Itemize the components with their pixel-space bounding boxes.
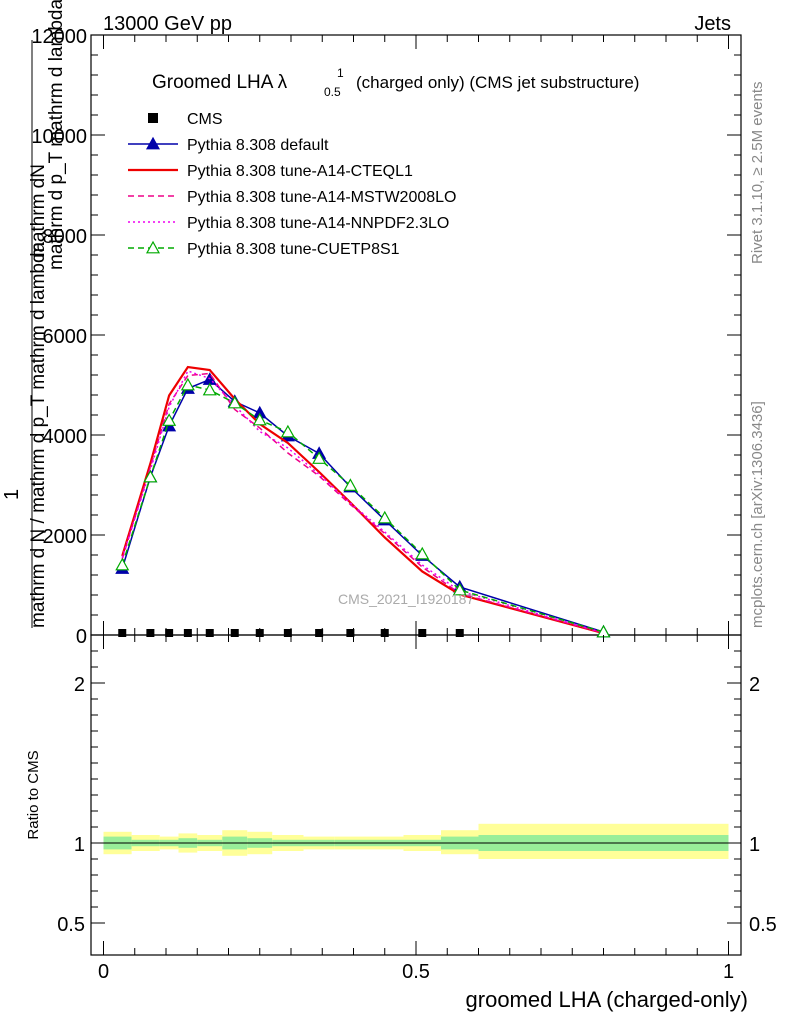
main-title: Groomed LHA λ 1 0.5 (charged only) (CMS … (152, 66, 639, 99)
y-tick-label: 6000 (43, 326, 88, 348)
main-series (115, 365, 611, 638)
cms-point (183, 629, 192, 637)
main-axis-ticks: 0 2000 4000 6000 8000 10000 12000 (31, 26, 741, 648)
header-right: Jets (694, 13, 731, 35)
y-tick-label: 10000 (31, 126, 87, 148)
legend-label: Pythia 8.308 tune-A14-CTEQL1 (187, 163, 413, 180)
series-line (121, 370, 604, 634)
legend-marker (148, 113, 158, 123)
cms-point (146, 629, 155, 637)
cms-point (315, 629, 324, 637)
x-tick-label: 0 (98, 961, 109, 983)
legend-label: CMS (187, 111, 223, 128)
y-tick-label: 12000 (31, 26, 87, 48)
svg-text:1: 1 (337, 66, 344, 80)
series-marker (343, 478, 358, 491)
legend-label: Pythia 8.308 tune-A14-MSTW2008LO (187, 189, 456, 206)
series-marker (280, 424, 295, 438)
svg-text:0.5: 0.5 (324, 85, 341, 99)
mcplots-label: mcplots.cern.ch [arXiv:1306.3436] (749, 401, 766, 628)
legend: CMS Pythia 8.308 default Pythia 8.308 tune… (128, 111, 456, 258)
watermark: CMS_2021_I1920187 (338, 591, 474, 607)
legend-label: Pythia 8.308 tune-A14-NNPDF2.3LO (187, 215, 449, 232)
cms-point (255, 629, 264, 637)
series-marker (180, 377, 195, 391)
x-tick-label: 0.5 (402, 961, 430, 983)
svg-text:1: 1 (1, 489, 23, 500)
cms-point (455, 629, 464, 637)
legend-marker (145, 240, 161, 254)
ratio-y-tick-label-right: 0.5 (749, 914, 777, 936)
cms-point (205, 629, 214, 637)
ratio-y-tick-label-right: 1 (749, 834, 760, 856)
series-marker (202, 382, 217, 396)
cms-point (346, 629, 355, 637)
series-line (121, 365, 604, 635)
header-left: 13000 GeV pp (103, 13, 232, 35)
cms-point (283, 629, 292, 637)
cms-point (380, 629, 389, 637)
cms-point (418, 629, 427, 637)
svg-text:mathrm dN: mathrm dN (28, 164, 49, 258)
svg-text:mathrm d N / mathrm d p_T math: mathrm d N / mathrm d p_T mathrm d lambd… (28, 241, 49, 628)
ratio-y-tick-label: 2 (74, 674, 85, 696)
series-marker (227, 395, 242, 409)
ratio-y-tick-label: 1 (74, 834, 85, 856)
series-marker (312, 451, 327, 464)
y-tick-label: 4000 (43, 426, 88, 448)
ratio-y-tick-label-right: 2 (749, 674, 760, 696)
legend-label: Pythia 8.308 tune-CUETP8S1 (187, 241, 400, 258)
svg-text:Groomed LHA λ: Groomed LHA λ (152, 72, 288, 93)
series-marker (452, 582, 467, 596)
y-tick-label: 0 (76, 626, 87, 648)
cms-point (118, 629, 127, 637)
ratio-axis-ticks: 0.5 0.5 1 1 2 2 0 0.5 1 (57, 635, 777, 983)
ratio-frame (90, 634, 742, 956)
cms-points (118, 629, 464, 637)
series-marker (252, 412, 267, 426)
rivet-label: Rivet 3.1.10, ≥ 2.5M events (749, 82, 766, 265)
y-tick-label: 2000 (43, 526, 88, 548)
svg-text:mathrm d p_T mathrm d lambda: mathrm d p_T mathrm d lambda (46, 0, 67, 270)
x-tick-label: 1 (723, 961, 734, 983)
svg-text:(charged only) (CMS jet substr: (charged only) (CMS jet substructure) (356, 73, 639, 92)
cms-point (230, 629, 239, 637)
ratio-y-tick-label: 0.5 (57, 914, 85, 936)
ratio-ylabel: Ratio to CMS (25, 750, 42, 839)
series-marker (415, 546, 430, 560)
series-marker (115, 557, 130, 571)
ratio-bands (103, 823, 729, 859)
series-marker (377, 510, 392, 524)
series-marker (162, 413, 177, 426)
legend-label: Pythia 8.308 default (187, 137, 329, 154)
main-ylabel: mathrm dN mathrm d p_T mathrm d lambda 1… (1, 0, 67, 628)
series-marker (143, 469, 158, 483)
y-tick-label: 8000 (43, 226, 88, 248)
cms-point (165, 629, 174, 637)
xlabel: groomed LHA (charged-only) (466, 987, 748, 1012)
legend-marker (145, 136, 161, 150)
